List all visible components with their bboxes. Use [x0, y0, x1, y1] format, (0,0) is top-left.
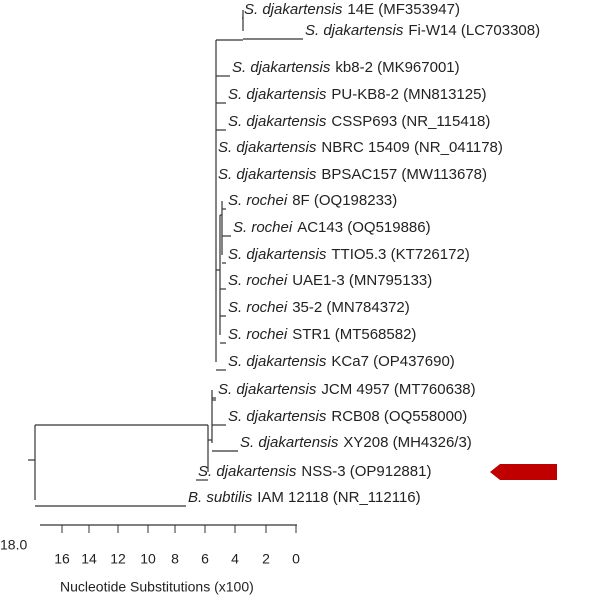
strain-accession: TTIO5.3 (KT726172) [331, 246, 469, 263]
leaf-label: S. djakartensis XY208 (MH4326/3) [240, 434, 472, 451]
leaf-label: S. rochei AC143 (OQ519886) [233, 219, 431, 236]
species-name: S. djakartensis [228, 353, 327, 370]
species-name: S. djakartensis [232, 59, 331, 76]
leaf-label: S. djakartensis kb8-2 (MK967001) [232, 59, 460, 76]
strain-accession: NSS-3 (OP912881) [301, 463, 431, 480]
strain-accession: Fi-W14 (LC703308) [408, 22, 540, 39]
axis-tick-label: 6 [201, 551, 209, 567]
leaf-label: S. djakartensis NBRC 15409 (NR_041178) [218, 139, 503, 156]
axis-tick-label: 8 [171, 551, 179, 567]
leaf-label: S. djakartensis KCa7 (OP437690) [228, 353, 455, 370]
species-name: S. djakartensis [218, 166, 317, 183]
species-name: S. djakartensis [244, 1, 343, 18]
strain-accession: KCa7 (OP437690) [331, 353, 454, 370]
strain-accession: UAE1-3 (MN795133) [292, 272, 432, 289]
leaf-label: S. djakartensis RCB08 (OQ558000) [228, 408, 467, 425]
axis-tick-label: 12 [110, 551, 126, 567]
strain-accession: 8F (OQ198233) [292, 192, 397, 209]
species-name: S. djakartensis [228, 246, 327, 263]
highlight-arrow [490, 464, 557, 480]
leaf-label: S. djakartensis 14E (MF353947) [244, 1, 460, 18]
axis-tick-label: 2 [262, 551, 270, 567]
species-name: S. djakartensis [228, 113, 327, 130]
strain-accession: XY208 (MH4326/3) [343, 434, 471, 451]
leaf-label: S. djakartensis JCM 4957 (MT760638) [218, 381, 476, 398]
species-name: B. subtilis [188, 489, 253, 506]
species-name: S. rochei [228, 192, 288, 209]
species-name: S. djakartensis [198, 463, 297, 480]
species-name: S. djakartensis [228, 86, 327, 103]
species-name: S. rochei [228, 299, 288, 316]
leaf-label: S. djakartensis BPSAC157 (MW113678) [218, 166, 487, 183]
strain-accession: BPSAC157 (MW113678) [321, 166, 487, 183]
leaf-label: S. rochei 35-2 (MN784372) [228, 299, 410, 316]
strain-accession: JCM 4957 (MT760638) [321, 381, 475, 398]
species-name: S. rochei [233, 219, 293, 236]
scale-label: 18.0 [0, 537, 27, 553]
leaf-label: S. rochei UAE1-3 (MN795133) [228, 272, 432, 289]
species-name: S. djakartensis [218, 381, 317, 398]
axis-tick-label: 4 [231, 551, 239, 567]
strain-accession: PU-KB8-2 (MN813125) [331, 86, 486, 103]
leaf-label: S. djakartensis PU-KB8-2 (MN813125) [228, 86, 486, 103]
leaf-label: S. djakartensis Fi-W14 (LC703308) [305, 22, 540, 39]
axis-tick-label: 0 [292, 551, 300, 567]
species-name: S. djakartensis [228, 408, 327, 425]
axis-tick-label: 16 [54, 551, 70, 567]
strain-accession: 14E (MF353947) [347, 1, 460, 18]
strain-accession: NBRC 15409 (NR_041178) [321, 139, 503, 156]
leaf-label: S. djakartensis CSSP693 (NR_115418) [228, 113, 490, 130]
leaf-label: S. djakartensis TTIO5.3 (KT726172) [228, 246, 470, 263]
leaf-label: S. rochei 8F (OQ198233) [228, 192, 397, 209]
axis-title: Nucleotide Substitutions (x100) [60, 579, 254, 595]
species-name: S. rochei [228, 272, 288, 289]
leaf-label: S. rochei STR1 (MT568582) [228, 326, 416, 343]
species-name: S. rochei [228, 326, 288, 343]
strain-accession: AC143 (OQ519886) [297, 219, 430, 236]
leaf-label: B. subtilis IAM 12118 (NR_112116) [188, 489, 421, 506]
leaf-label: S. djakartensis NSS-3 (OP912881) [198, 463, 431, 480]
species-name: S. djakartensis [218, 139, 317, 156]
strain-accession: IAM 12118 (NR_112116) [257, 489, 420, 506]
species-name: S. djakartensis [305, 22, 404, 39]
strain-accession: RCB08 (OQ558000) [331, 408, 467, 425]
strain-accession: 35-2 (MN784372) [292, 299, 410, 316]
strain-accession: STR1 (MT568582) [292, 326, 416, 343]
strain-accession: kb8-2 (MK967001) [335, 59, 459, 76]
species-name: S. djakartensis [240, 434, 339, 451]
strain-accession: CSSP693 (NR_115418) [331, 113, 490, 130]
tree-branches [28, 10, 303, 507]
axis-tick-label: 14 [81, 551, 97, 567]
axis-tick-label: 10 [140, 551, 156, 567]
